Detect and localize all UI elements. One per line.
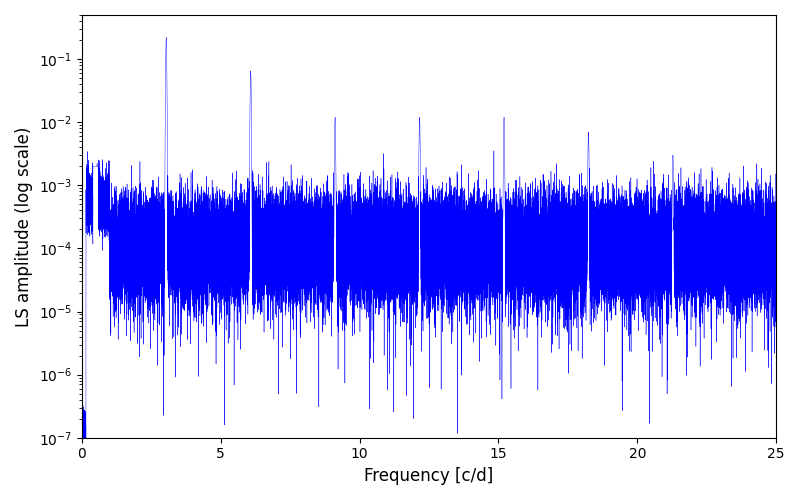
Y-axis label: LS amplitude (log scale): LS amplitude (log scale) [15,126,33,326]
X-axis label: Frequency [c/d]: Frequency [c/d] [364,467,494,485]
